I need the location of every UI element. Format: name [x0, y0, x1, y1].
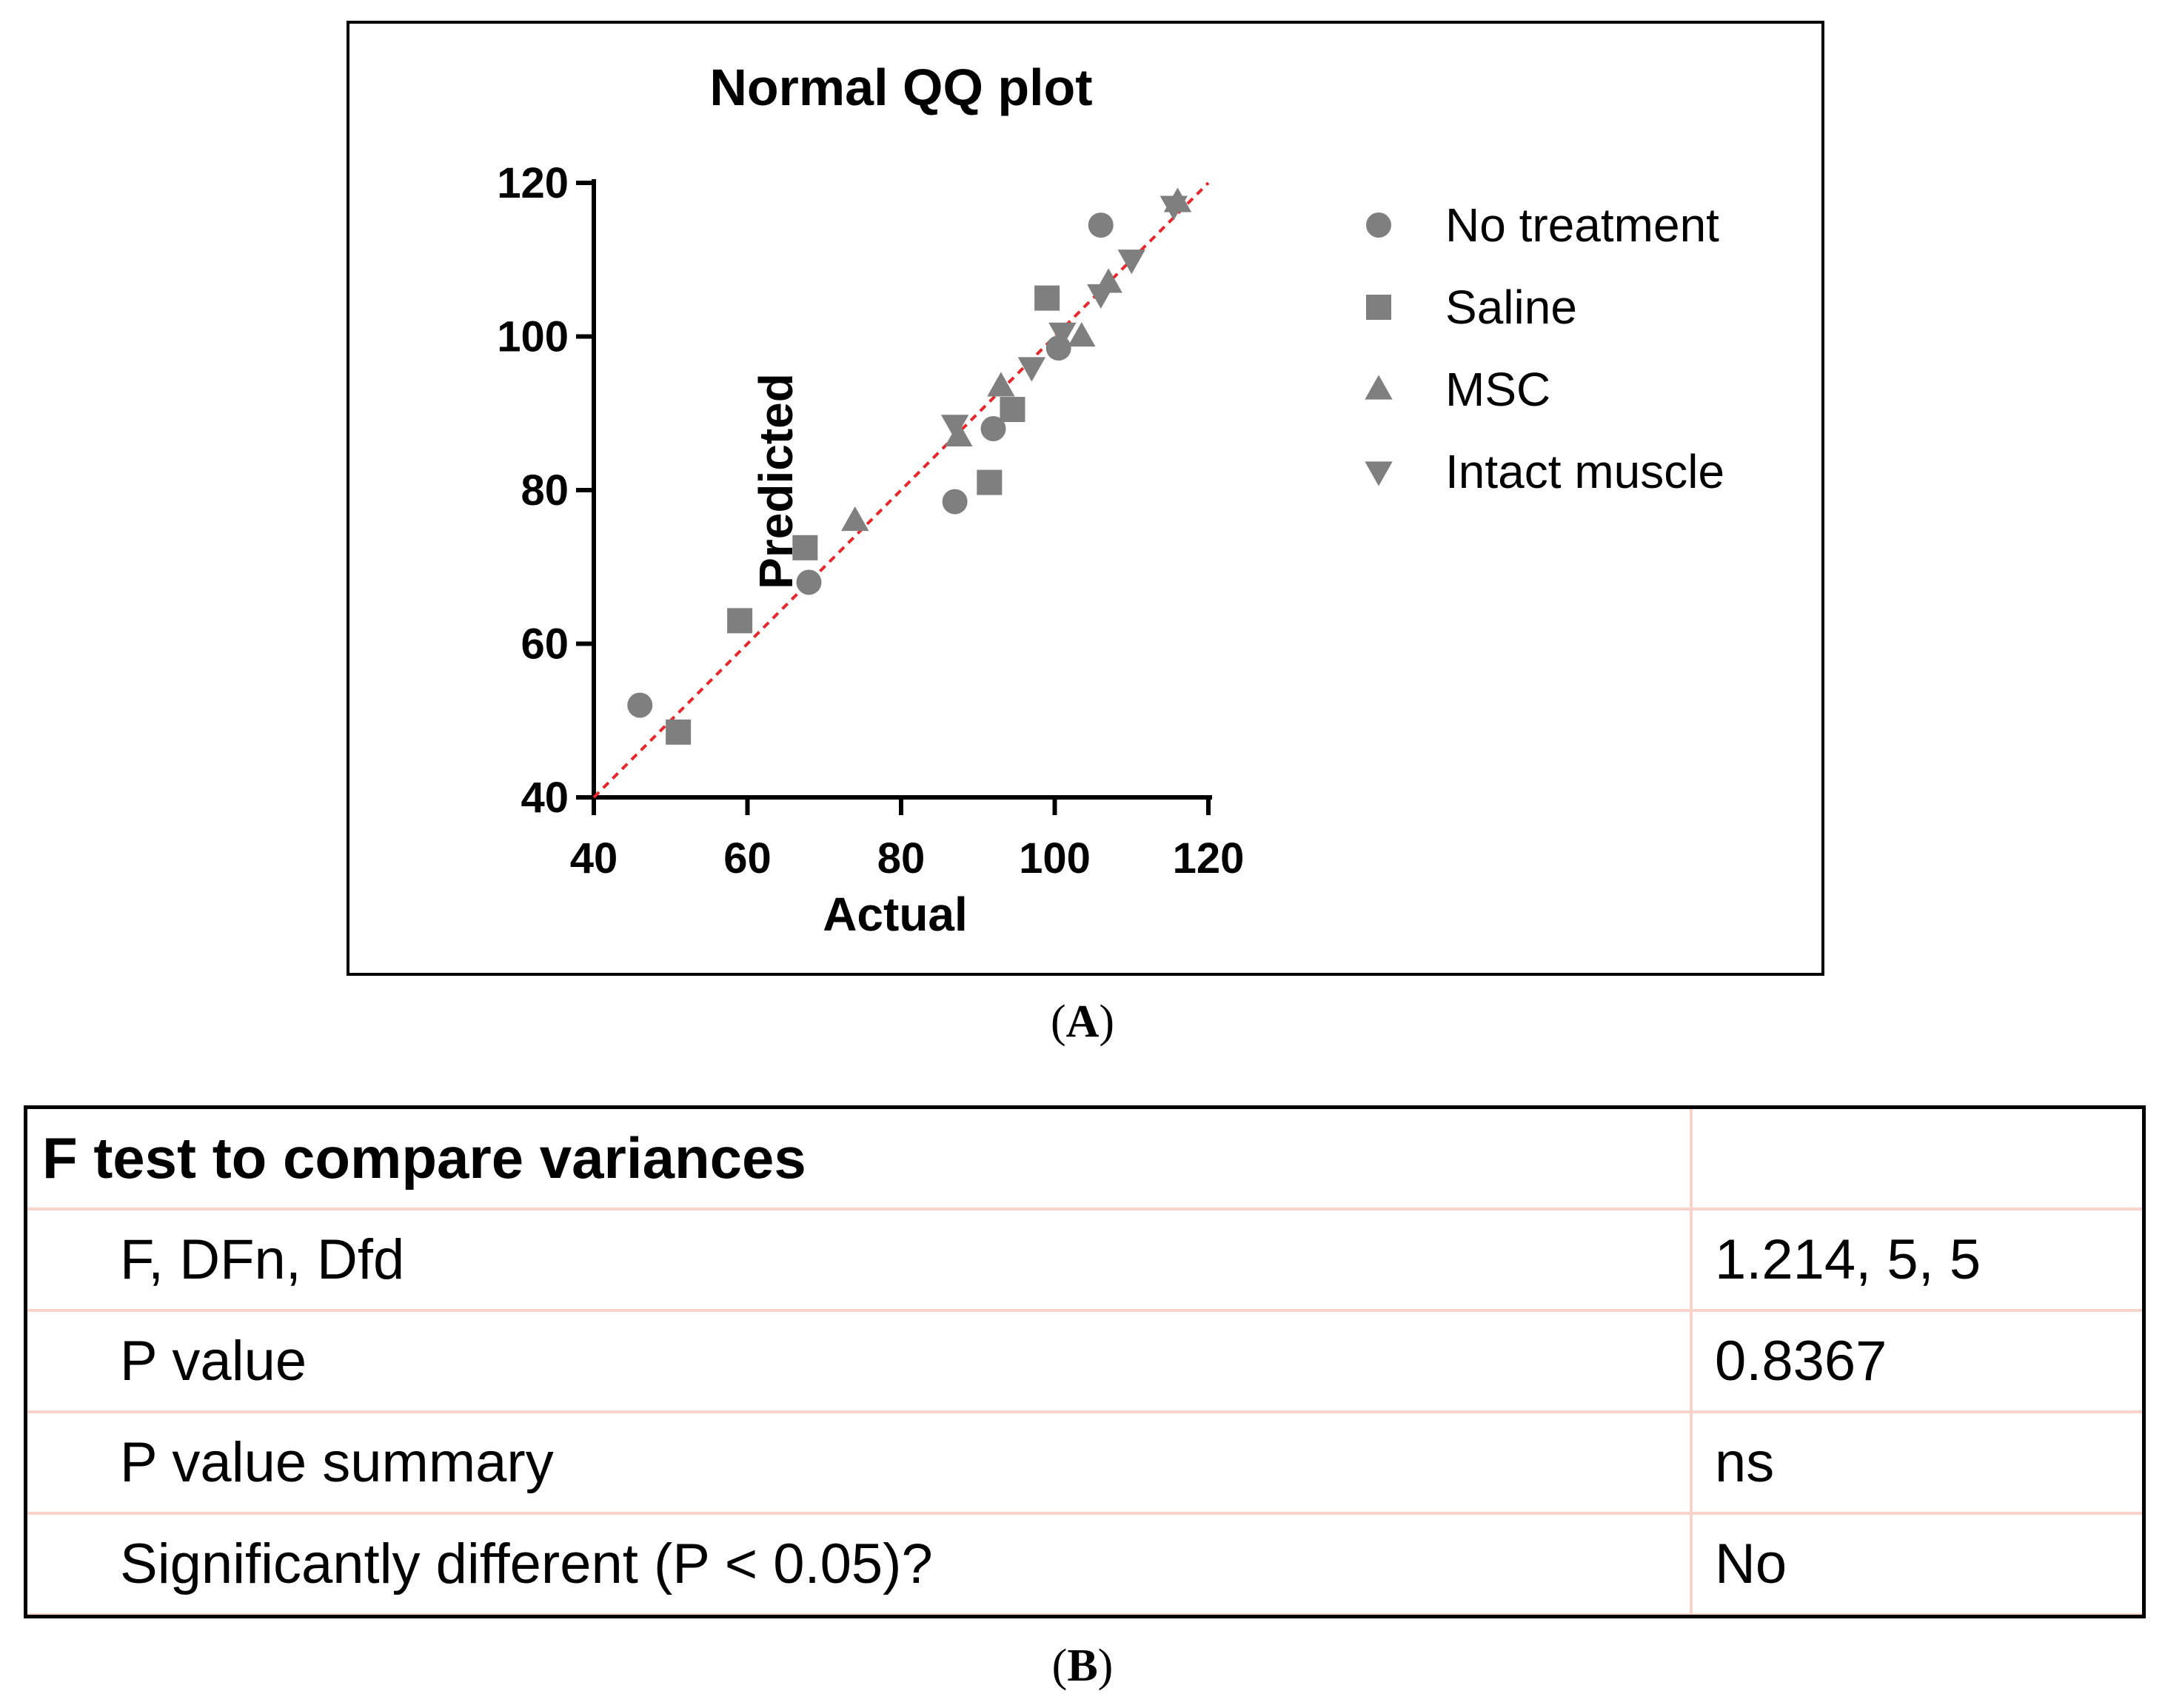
row-value: ns [1691, 1412, 2142, 1515]
data-point-intact-muscle [940, 415, 969, 440]
table-row: F, DFn, Dfd 1.214, 5, 5 [27, 1209, 2142, 1312]
table-header-empty-cell [1691, 1109, 2142, 1210]
axes: 40 60 80 100 120 40 60 80 100 120 [497, 159, 1244, 883]
data-point-intact-muscle [1117, 249, 1145, 275]
table-row: Significantly different (P < 0.05)? No [27, 1513, 2142, 1615]
data-point-saline [1034, 285, 1060, 311]
x-tick-label: 100 [1019, 834, 1091, 883]
data-point-no-treatment [980, 416, 1006, 441]
data-point-saline [727, 608, 753, 634]
x-axis-label: Actual [823, 888, 968, 941]
reference-line-layer [592, 181, 1210, 799]
x-tick-label: 40 [570, 834, 618, 883]
data-point-saline [977, 469, 1003, 495]
f-test-panel: F test to compare variances F, DFn, Dfd … [24, 1105, 2146, 1618]
data-point-no-treatment [942, 489, 968, 515]
table-row: P value 0.8367 [27, 1310, 2142, 1413]
row-value: 1.214, 5, 5 [1691, 1209, 2142, 1312]
data-points [627, 187, 1192, 745]
table-header-row: F test to compare variances [27, 1109, 2142, 1210]
y-tick-label: 40 [521, 774, 569, 822]
legend-label-saline: Saline [1445, 281, 1577, 334]
legend-label-msc: MSC [1445, 363, 1550, 416]
row-label: Significantly different (P < 0.05)? [27, 1513, 1693, 1615]
y-tick-label: 120 [497, 159, 569, 207]
data-point-msc [841, 506, 869, 532]
panel-a-caption: (A) [1050, 997, 1115, 1047]
row-value: No [1691, 1513, 2142, 1615]
data-point-saline [792, 535, 818, 560]
chart-title: Normal QQ plot [709, 58, 1092, 116]
legend-marker-no-treatment [1366, 212, 1391, 238]
panel-a-letter: A [1065, 997, 1100, 1047]
data-point-no-treatment [1088, 212, 1114, 238]
data-point-intact-muscle [1160, 195, 1188, 221]
legend: No treatment Saline MSC Intact muscle [1365, 198, 1724, 498]
row-label: P value summary [27, 1412, 1693, 1515]
table-header: F test to compare variances [27, 1109, 1693, 1210]
y-tick-label: 60 [521, 620, 569, 669]
y-tick-label: 100 [497, 313, 569, 361]
qq-plot-chart: Normal QQ plot Predicted Actual 40608010… [497, 58, 1724, 941]
data-point-msc [945, 421, 973, 446]
data-point-intact-muscle [1087, 284, 1115, 309]
x-tick-label: 120 [1173, 834, 1245, 883]
x-tick-label: 80 [877, 834, 926, 883]
row-label: F, DFn, Dfd [27, 1209, 1693, 1312]
data-point-msc [1068, 321, 1096, 347]
data-point-no-treatment [627, 692, 653, 718]
legend-label-intact-muscle: Intact muscle [1445, 445, 1724, 498]
row-label: P value [27, 1310, 1693, 1413]
data-point-msc [987, 372, 1015, 397]
reference-line [592, 181, 1210, 799]
panel-b-caption: (B) [1051, 1641, 1114, 1691]
data-point-intact-muscle [1048, 322, 1077, 347]
table-row: P value summary ns [27, 1412, 2142, 1515]
y-tick-label: 80 [521, 466, 569, 515]
qq-plot-panel: Normal QQ plot Predicted Actual 40 60 80 10… [347, 21, 1824, 976]
legend-marker-saline [1366, 295, 1391, 320]
data-point-no-treatment [796, 569, 822, 595]
legend-label-no-treatment: No treatment [1445, 198, 1719, 252]
panel-b-letter: B [1067, 1641, 1098, 1691]
data-point-intact-muscle [1017, 357, 1046, 382]
row-value: 0.8367 [1691, 1310, 2142, 1413]
data-point-saline [666, 719, 692, 745]
x-tick-label: 60 [723, 834, 772, 883]
legend-marker-msc [1365, 375, 1393, 400]
data-point-saline [1000, 397, 1025, 423]
legend-marker-intact-muscle [1365, 461, 1393, 486]
f-test-table: F test to compare variances F, DFn, Dfd … [27, 1109, 2142, 1615]
